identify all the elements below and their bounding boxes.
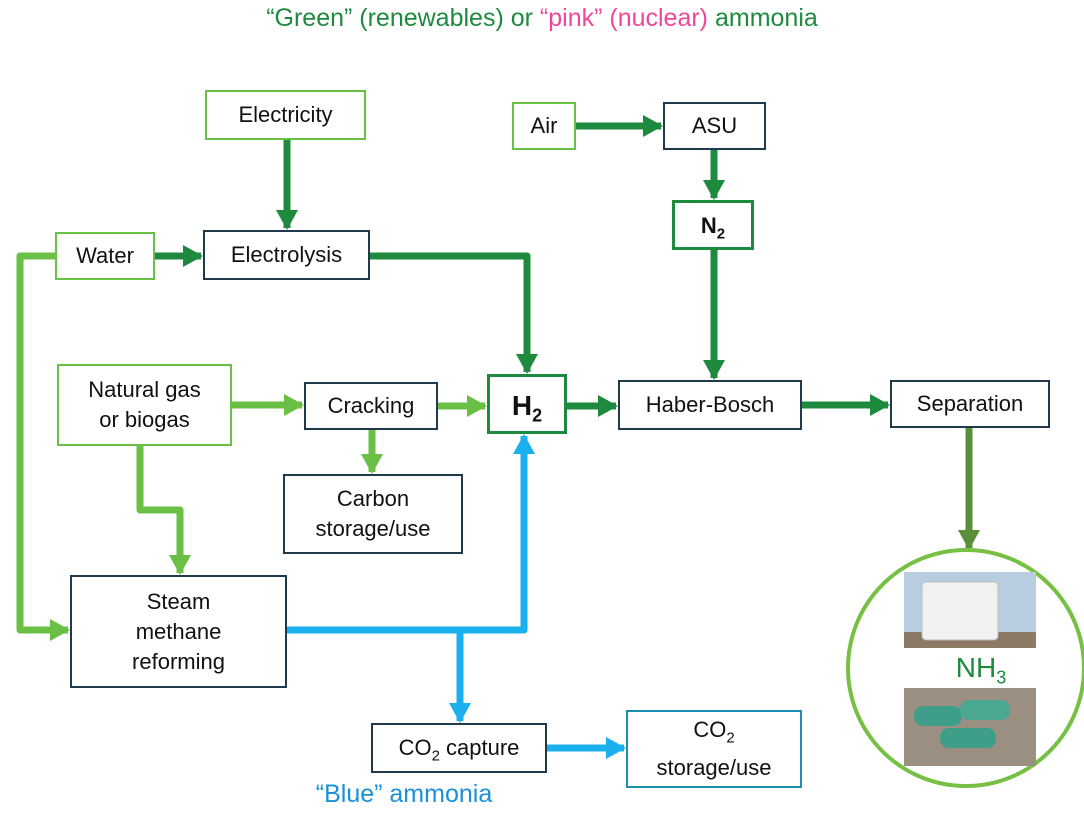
node-label: storage/use [315,516,431,541]
node: Electrolysis [203,230,370,280]
node-label: reforming [132,648,225,674]
node-label: Carbon [336,486,410,511]
node-subscript: 2 [431,747,440,765]
product-label: NH3 [926,652,1036,689]
arrow [16,252,70,641]
title-text: ammonia [714,4,818,32]
node-label: CO [693,716,727,742]
node-subscript: 2 [532,405,543,426]
node-subscript: 2 [716,225,726,243]
node-label: ASU [691,113,738,138]
node: H2 [487,374,567,434]
node: CO2 capture [371,723,547,773]
node-line: CO2 [693,715,734,753]
footer-text: “Blue” [315,780,383,808]
node-label: Cracking [327,393,415,418]
node-label: Water [76,243,134,268]
title-text: “Green” (renewables) or [266,4,533,32]
node-label: methane [135,618,222,644]
node: Haber-Bosch [618,380,802,430]
arrow [136,446,191,575]
node-label: NH [955,652,997,683]
node: Cracking [304,382,438,430]
node-label: Air [530,113,558,138]
footer: “Blue” ammonia [0,780,946,809]
node-label: Natural gas [88,377,201,402]
footer-text: ammonia [389,780,493,808]
title: “Green” (renewables) or “pink” (nuclear)… [0,4,1084,33]
title-text: “pink” (nuclear) [539,4,709,32]
node-label: CO [398,735,432,760]
node-subscript: 2 [726,729,735,747]
node: Steam methane reforming [70,575,287,688]
node: Carbon storage/use [283,474,463,554]
arrow [370,252,538,374]
node-label: capture [446,735,520,760]
node: Air [512,102,576,150]
node: CO2 storage/use [626,710,802,788]
tank-photo [904,572,1036,648]
node: ASU [663,102,766,150]
node-label: H [511,390,533,421]
node-label: Separation [916,391,1024,416]
arrow [287,434,535,634]
node: Natural gas or biogas [57,364,232,446]
node: N2 [672,200,754,250]
node-subscript: 3 [996,667,1007,688]
node: Electricity [205,90,366,140]
node-label: storage/use [656,755,772,781]
tank-photo [904,688,1036,766]
node-label: N [700,213,717,238]
node: Separation [890,380,1050,428]
node-label: Electricity [238,102,333,127]
node-label: or biogas [99,407,190,432]
node-label: Haber-Bosch [645,392,775,417]
node-label: Steam [146,588,211,614]
node: Water [55,232,155,280]
node-label: Electrolysis [230,242,343,267]
